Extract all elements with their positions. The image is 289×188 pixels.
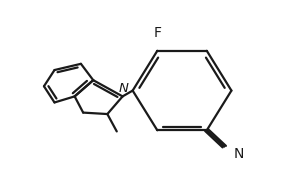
Text: F: F: [153, 26, 161, 40]
Text: N: N: [119, 82, 129, 95]
Text: N: N: [234, 147, 244, 161]
